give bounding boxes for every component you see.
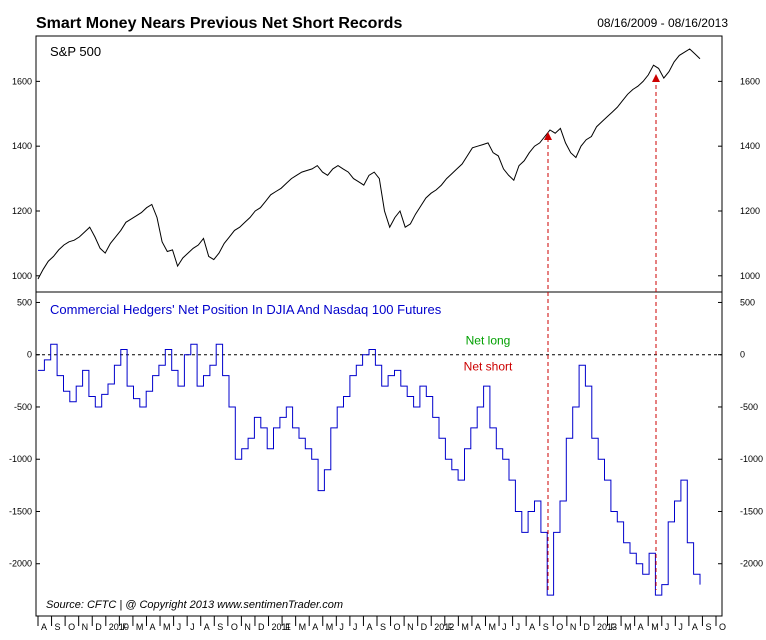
month-label-9: M <box>163 622 171 632</box>
spx-tick-left-1: 1200 <box>12 206 32 216</box>
month-label-45: M <box>651 622 659 632</box>
month-label-39: N <box>570 622 577 632</box>
month-label-34: J <box>502 622 507 632</box>
hedge-tick-left-4: -1500 <box>9 506 32 516</box>
month-label-1: S <box>55 622 61 632</box>
month-label-14: O <box>231 622 238 632</box>
month-label-5: 2010 <box>109 622 129 632</box>
hedge-tick-right-5: -2000 <box>740 559 763 569</box>
month-label-30: F <box>448 622 454 632</box>
spx-panel-frame <box>35 35 723 293</box>
month-label-0: A <box>41 622 47 632</box>
month-label-7: M <box>136 622 144 632</box>
month-label-20: A <box>312 622 318 632</box>
month-label-6: F <box>122 622 128 632</box>
month-label-11: J <box>190 622 195 632</box>
hedge-tick-right-3: -1000 <box>740 454 763 464</box>
month-label-33: M <box>488 622 496 632</box>
month-label-12: A <box>204 622 210 632</box>
spx-panel-label: S&P 500 <box>50 44 101 59</box>
month-label-26: O <box>394 622 401 632</box>
net-long-label: Net long <box>466 334 511 348</box>
month-label-49: S <box>705 622 711 632</box>
hedge-tick-left-5: -2000 <box>9 559 32 569</box>
month-label-31: M <box>461 622 469 632</box>
month-label-15: N <box>244 622 251 632</box>
month-label-21: M <box>326 622 334 632</box>
month-label-47: J <box>678 622 683 632</box>
month-label-24: A <box>366 622 372 632</box>
month-label-13: S <box>217 622 223 632</box>
month-label-41: 2013 <box>597 622 617 632</box>
spx-tick-left-2: 1400 <box>12 141 32 151</box>
month-label-17: 2011 <box>272 622 291 632</box>
month-label-32: A <box>475 622 481 632</box>
date-range: 08/16/2009 - 08/16/2013 <box>597 16 728 30</box>
month-label-38: O <box>556 622 563 632</box>
month-label-27: N <box>407 622 414 632</box>
spx-tick-right-0: 1000 <box>740 271 760 281</box>
month-label-16: D <box>258 622 265 632</box>
hedgers-series-line <box>38 343 701 596</box>
hedgers-y-axis-right: 500 0 -500 -1000 -1500 -2000 <box>718 297 763 569</box>
month-label-43: M <box>624 622 632 632</box>
month-label-18: F <box>285 622 291 632</box>
month-label-8: A <box>149 622 155 632</box>
month-label-37: S <box>543 622 549 632</box>
source-footnote: Source: CFTC | @ Copyright 2013 www.sent… <box>46 599 343 611</box>
hedge-tick-right-4: -1500 <box>740 506 763 516</box>
chart-title: Smart Money Nears Previous Net Short Rec… <box>36 15 402 32</box>
net-short-label: Net short <box>464 360 513 374</box>
spx-series-line <box>37 48 701 280</box>
spx-tick-left-3: 1600 <box>12 76 32 86</box>
spx-tick-right-3: 1600 <box>740 76 760 86</box>
month-label-23: J <box>353 622 358 632</box>
month-label-50: O <box>719 622 726 632</box>
hedgers-y-axis-left: 500 0 -500 -1000 -1500 -2000 <box>9 297 40 569</box>
month-label-42: F <box>611 622 617 632</box>
month-label-28: D <box>421 622 428 632</box>
month-label-44: A <box>638 622 644 632</box>
hedge-tick-right-0: 500 <box>740 297 755 307</box>
hedge-tick-left-1: 0 <box>27 350 32 360</box>
spx-y-axis-right: 1000 1200 1400 1600 <box>718 76 760 281</box>
month-label-40: D <box>583 622 590 632</box>
hedge-tick-right-1: 0 <box>740 350 745 360</box>
month-label-29: 2012 <box>434 622 454 632</box>
month-label-2: O <box>68 622 75 632</box>
month-label-19: M <box>299 622 307 632</box>
month-label-36: A <box>529 622 535 632</box>
spx-tick-left-0: 1000 <box>12 271 32 281</box>
marker-triangle-2 <box>652 74 660 82</box>
hedge-tick-left-2: -500 <box>14 402 32 412</box>
hedge-tick-right-2: -500 <box>740 402 758 412</box>
month-label-4: D <box>95 622 102 632</box>
spx-tick-right-2: 1400 <box>740 141 760 151</box>
hedge-tick-left-0: 500 <box>17 297 32 307</box>
month-label-48: A <box>692 622 698 632</box>
marker-triangle-1 <box>544 132 552 140</box>
month-label-22: J <box>339 622 344 632</box>
month-label-46: J <box>665 622 670 632</box>
hedgers-panel-label: Commercial Hedgers' Net Position In DJIA… <box>50 302 442 317</box>
month-label-25: S <box>380 622 386 632</box>
month-label-35: J <box>516 622 521 632</box>
month-label-10: J <box>177 622 182 632</box>
spx-tick-right-1: 1200 <box>740 206 760 216</box>
hedge-tick-left-3: -1000 <box>9 454 32 464</box>
month-label-3: N <box>82 622 89 632</box>
hedgers-panel-frame <box>35 291 723 617</box>
